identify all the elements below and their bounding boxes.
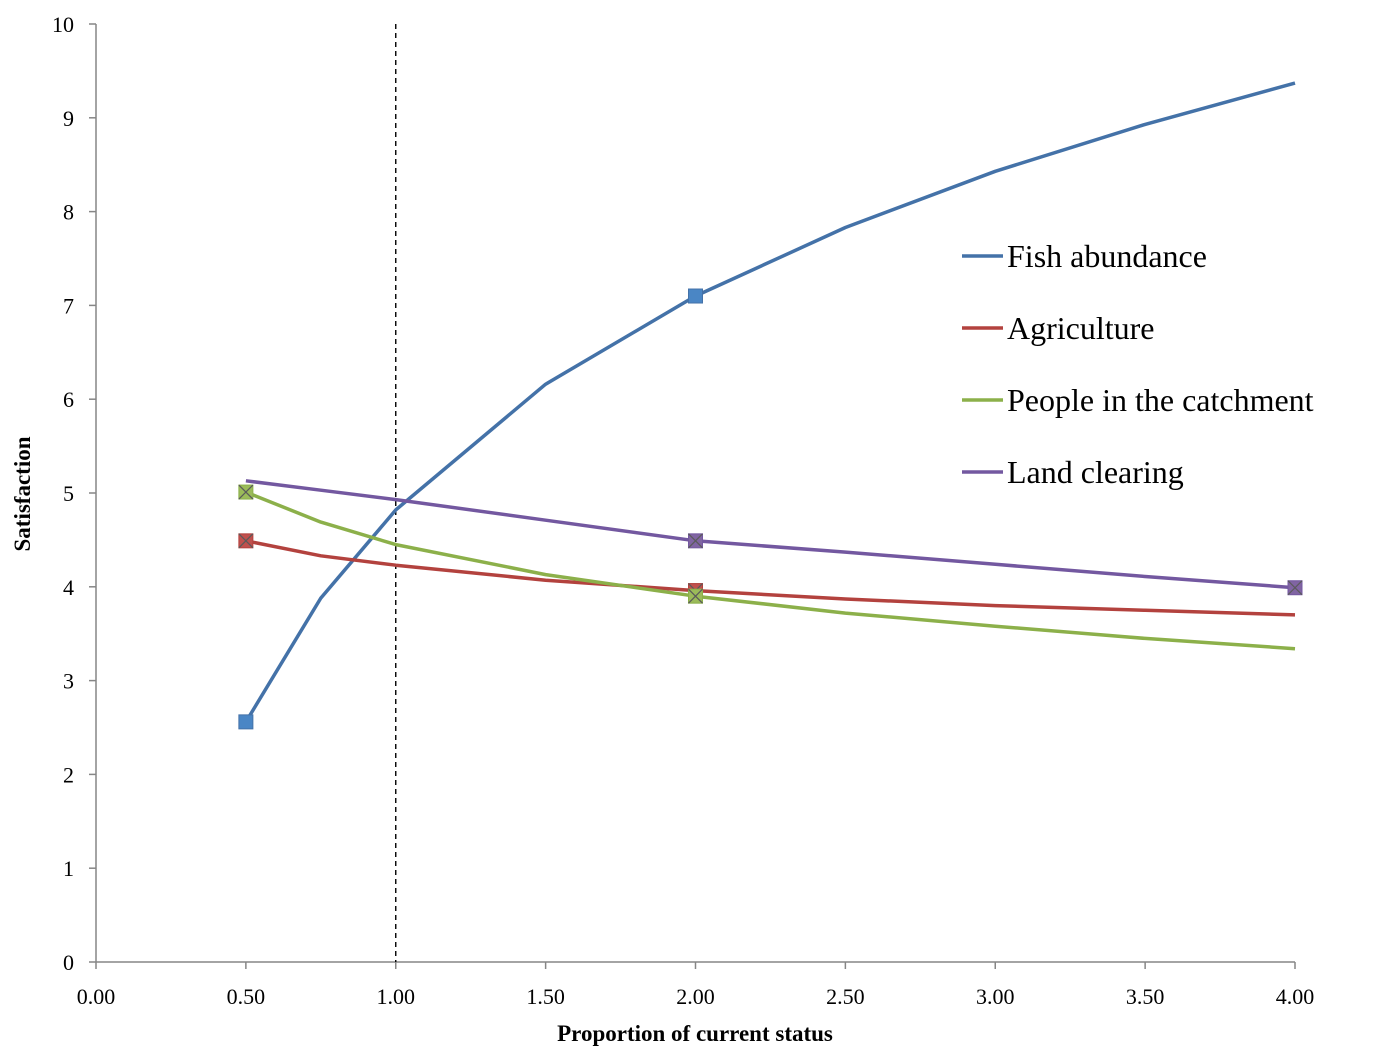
y-tick-label: 10 [52,12,74,37]
y-tick-label: 0 [63,950,74,975]
y-tick-label: 5 [63,481,74,506]
legend-label-land-clearing: Land clearing [1007,454,1184,490]
x-tick-label: 2.00 [676,984,715,1009]
x-tick-label: 4.00 [1276,984,1315,1009]
axes [89,23,1296,969]
series-line-land-clearing [245,479,1296,590]
y-axis-title: Satisfaction [10,436,35,551]
data-point-fish-abundance [688,288,703,304]
data-point-cross-land-clearing [688,533,703,549]
x-tick-label: 3.00 [976,984,1015,1009]
data-point-fish-abundance [238,714,254,730]
x-tick-label: 3.50 [1126,984,1165,1009]
y-tick-label: 4 [63,575,74,600]
x-tick-label: 0.00 [77,984,116,1009]
y-tick-label: 9 [63,106,74,131]
legend-label-people-in-the-catchment: People in the catchment [1007,382,1314,418]
x-tick-labels: 0.00 0.50 1.00 1.50 2.00 2.50 3.00 3.50 4.00 [77,984,1315,1009]
x-tick-label: 1.00 [377,984,416,1009]
series-line-people-in-the-catchment [245,490,1296,651]
data-point-cross-people-in-the-catchment [238,484,254,500]
x-axis-title: Proportion of current status [557,1021,833,1046]
y-tick-label: 6 [63,387,74,412]
y-tick-label: 1 [63,856,74,881]
y-tick-label: 8 [63,200,74,225]
legend-label-fish-abundance: Fish abundance [1007,238,1207,274]
x-tick-label: 2.50 [826,984,865,1009]
data-point-cross-agriculture [238,533,254,549]
y-tick-label: 3 [63,669,74,694]
series-markers [238,288,1303,730]
y-tick-labels: 0 1 2 3 4 5 6 7 8 9 10 [52,12,74,975]
x-tick-label: 1.50 [526,984,565,1009]
x-tick-label: 0.50 [227,984,266,1009]
legend-label-agriculture: Agriculture [1007,310,1155,346]
data-point-cross-land-clearing [1287,580,1303,596]
y-tick-label: 7 [63,293,74,318]
y-tick-label: 2 [63,762,74,787]
legend: Fish abundance Agriculture People in the c… [962,238,1314,490]
data-point-cross-people-in-the-catchment [688,588,703,604]
